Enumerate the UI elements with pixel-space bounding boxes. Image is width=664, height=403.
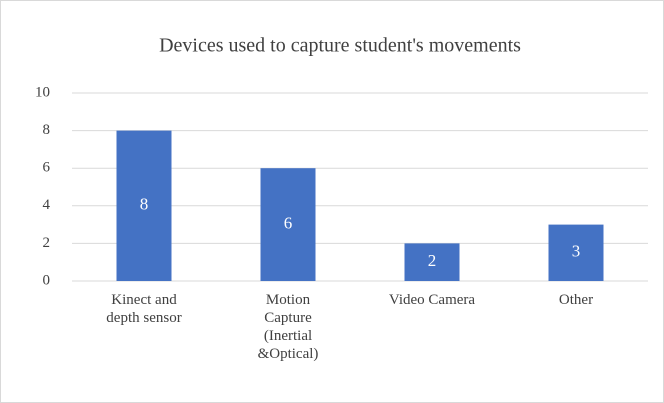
x-tick-label-box: Motion Capture (Inertial &Optical) [257,292,319,362]
y-tick-label: 8 [43,122,51,138]
bar [116,130,172,281]
x-tick-label: Other [558,292,594,308]
y-tick-label: 2 [43,235,51,251]
data-label: 3 [572,242,581,261]
y-tick-label: 0 [43,272,51,288]
chart-title: Devices used to capture student's moveme… [159,35,521,57]
x-tick-label-box: Kinect and depth sensor [106,292,182,326]
data-label: 2 [428,251,437,270]
y-tick-label: 10 [35,84,50,100]
x-tick-label-box: Video Camera [388,292,476,308]
x-tick-label: Motion Capture (Inertial &Optical) [257,292,319,362]
data-label: 6 [284,214,293,233]
bar [548,224,604,281]
x-tick-label: Video Camera [388,292,476,308]
y-tick-label: 6 [43,160,51,176]
bar [404,243,460,281]
bar [260,168,316,281]
x-tick-label-box: Other [558,292,594,308]
data-label: 8 [140,195,149,214]
x-tick-label: Kinect and depth sensor [106,292,182,326]
y-tick-label: 4 [43,197,51,213]
